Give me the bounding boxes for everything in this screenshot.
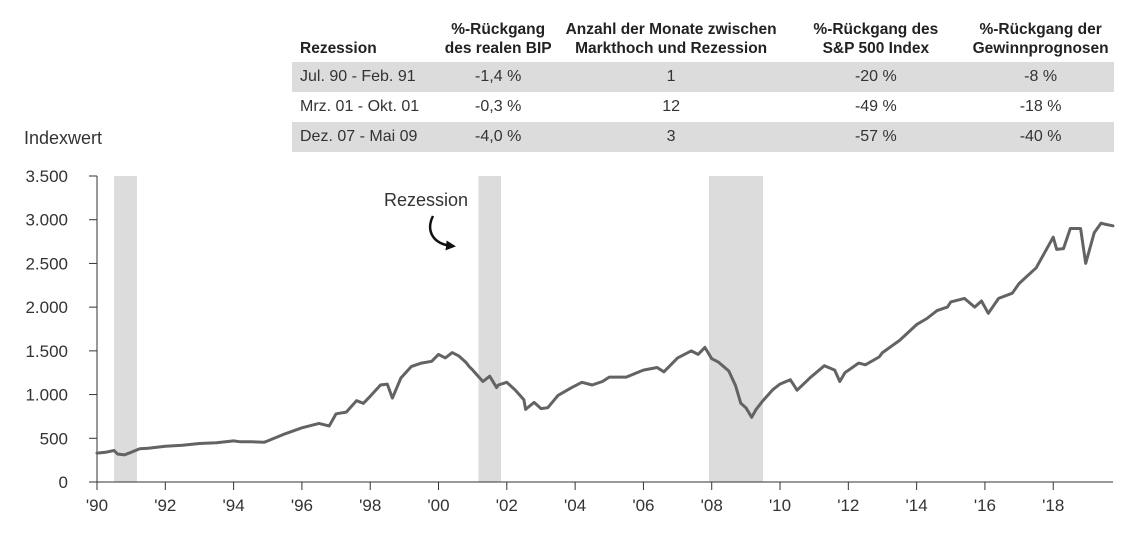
x-tick-label: '96: [291, 496, 313, 515]
table-cell: -0,3 %: [475, 98, 522, 115]
y-tick-label: 2.500: [25, 254, 68, 273]
table-cell: Jul. 90 - Feb. 91: [292, 62, 439, 92]
table-cell: Mrz. 01 - Okt. 01: [300, 98, 420, 115]
x-tick-label: '06: [632, 496, 654, 515]
table-cell: -40 %: [967, 122, 1114, 152]
recession-table: Rezession %-Rückgang des realen BIP Anzah…: [292, 20, 1114, 152]
chart-axes: 0 500 1.000 1.500 2.000 2.500 3.000 3.500 '90 '92…: [25, 167, 1113, 515]
table-cell: -1,4 %: [438, 62, 558, 92]
x-tick-label: '98: [359, 496, 381, 515]
x-tick-label: '94: [223, 496, 245, 515]
y-tick-label: 0: [59, 473, 68, 492]
x-tick-label: '90: [86, 496, 108, 515]
recession-bands: [114, 176, 763, 482]
recession-annotation: Rezession: [384, 190, 468, 210]
header-sp500: %-Rückgang des S&P 500 Index: [813, 21, 939, 57]
table-row: Mrz. 01 - Okt. 01 -0,3 % 12 -49 % -18 %: [292, 92, 1114, 122]
y-tick-label: 500: [40, 429, 68, 448]
index-series: [95, 221, 1115, 457]
table-cell: Dez. 07 - Mai 09: [292, 122, 439, 152]
x-tick-label: '00: [427, 496, 449, 515]
table-cell: -4,0 %: [438, 122, 558, 152]
header-bip: %-Rückgang des realen BIP: [444, 21, 552, 57]
index-line: [95, 221, 1115, 457]
y-tick-label: 3.500: [25, 167, 68, 186]
header-monate: Anzahl der Monate zwischen Markthoch und …: [565, 21, 777, 57]
table-cell: -49 %: [854, 98, 897, 115]
x-tick-label: '08: [701, 496, 723, 515]
table-cell: 1: [557, 62, 785, 92]
y-tick-label: 1.000: [25, 386, 68, 405]
y-tick-label: 3.000: [25, 211, 68, 230]
header-rezession: Rezession: [300, 40, 377, 57]
x-tick-label: '10: [769, 496, 791, 515]
x-tick-label: '14: [906, 496, 928, 515]
table-cell: -20 %: [784, 62, 968, 92]
y-tick-label: 1.500: [25, 342, 68, 361]
header-gewinn: %-Rückgang der Gewinnprognosen: [972, 21, 1109, 57]
x-tick-label: '12: [837, 496, 859, 515]
table-row: Jul. 90 - Feb. 91 -1,4 % 1 -20 % -8 %: [292, 62, 1114, 92]
recession-band: [114, 176, 137, 482]
x-tick-label: '04: [564, 496, 586, 515]
x-tick-label: '18: [1042, 496, 1064, 515]
recession-band: [708, 176, 763, 482]
table-cell: -18 %: [1019, 98, 1062, 115]
table-cell: -8 %: [967, 62, 1114, 92]
table-cell: 12: [662, 98, 680, 115]
x-tick-label: '92: [154, 496, 176, 515]
x-tick-label: '02: [496, 496, 518, 515]
y-tick-label: 2.000: [25, 298, 68, 317]
y-axis-label: Indexwert: [24, 128, 102, 148]
table-cell: -57 %: [784, 122, 968, 152]
annotation-arrow: [428, 215, 456, 251]
table-row: Dez. 07 - Mai 09 -4,0 % 3 -57 % -40 %: [292, 122, 1114, 152]
table-header-row: Rezession %-Rückgang des realen BIP Anzah…: [292, 20, 1114, 62]
table-cell: 3: [557, 122, 785, 152]
x-tick-label: '16: [974, 496, 996, 515]
recession-band: [478, 176, 502, 482]
